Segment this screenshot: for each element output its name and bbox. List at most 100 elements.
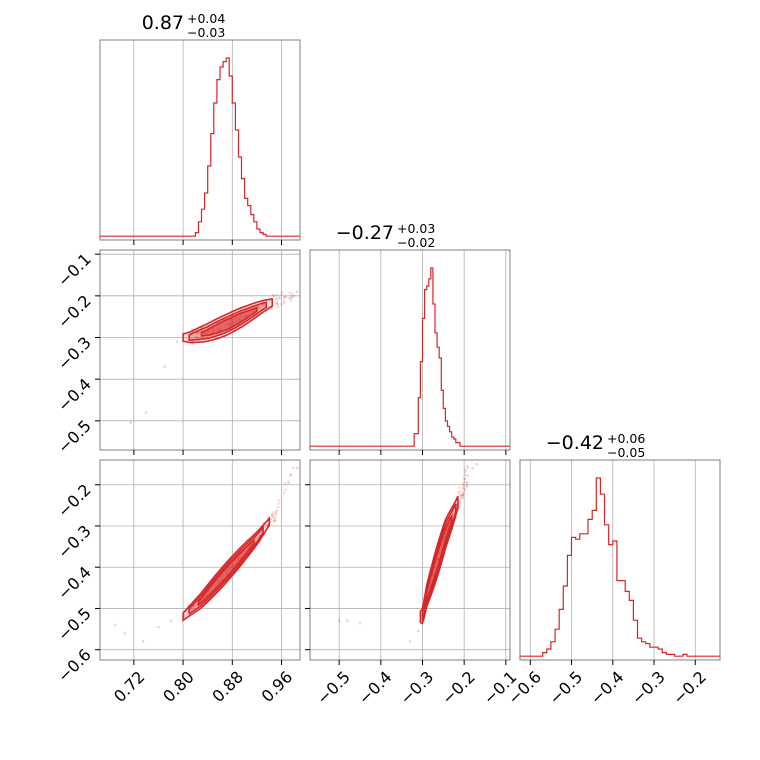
sample-point [270,513,274,517]
histogram-1: 0.87 +0.04−0.03 [99,11,301,245]
outlier-point [408,640,412,643]
sample-point [466,464,469,468]
axes-frame [309,459,511,661]
outlier-point [129,421,133,425]
y-tick-label: −0.3 [54,521,95,562]
sample-point [463,477,467,481]
sample-point [272,294,276,298]
histogram-2: −0.27 +0.03−0.02 [309,221,511,455]
x-tick-label: −0.3 [628,667,669,708]
param-title-median: −0.27 [336,222,394,244]
sample-point [275,513,278,516]
y-tick-label: −0.4 [54,563,95,604]
sample-point [275,297,278,300]
sample-point [271,293,275,297]
param-title-plus: +0.04 [187,11,225,26]
y-tick-label: −0.5 [54,604,95,645]
outlier-point [169,619,173,623]
sample-point [291,295,294,299]
outlier-point [358,621,362,625]
sample-point [458,493,461,497]
sample-point [257,305,261,309]
sample-point [271,513,274,516]
sample-point [284,488,287,492]
axes-frame [519,459,721,661]
histogram-3: −0.42 +0.06−0.05 [519,431,721,665]
param-title-plus: +0.03 [397,221,435,236]
sample-point [461,491,465,494]
axes-frame [99,249,301,451]
sample-point [464,468,467,471]
sample-point [275,509,279,512]
sample-point [272,516,276,519]
x-tick-label: −0.2 [669,667,710,708]
sample-point [279,293,283,296]
histogram-step-line [99,57,300,239]
sample-point [456,490,460,494]
sample-point [271,511,275,514]
param-title-median: 0.87 [142,12,184,34]
sample-point [266,305,270,308]
sample-point [270,307,274,310]
param-title-median: −0.42 [546,432,604,454]
sample-point [292,294,295,298]
x-tick-label: −0.4 [355,667,396,708]
sample-point [272,520,276,523]
contour-level-3 [423,513,453,610]
sample-point [282,299,286,303]
histogram-step-line [519,477,720,659]
sample-point [464,473,468,477]
outlier-point [295,466,299,470]
outlier-point [289,296,293,300]
outlier-point [114,623,117,627]
sample-point [276,303,280,306]
sample-point [277,296,281,300]
sample-point [260,304,264,307]
sample-point [276,505,280,509]
param-title-minus: −0.02 [397,235,435,250]
sample-point [274,516,277,519]
sample-point [289,299,293,302]
param-title-minus: −0.05 [607,445,645,460]
outlier-point [471,466,474,470]
y-tick-label: −0.4 [54,375,95,416]
y-tick-label: −0.3 [54,333,95,374]
sample-point [458,490,462,493]
scatter-panel-1: −0.1−0.2−0.3−0.4−0.5 [54,249,301,457]
sample-point [290,292,294,296]
sample-point [461,482,465,486]
sample-point [195,335,198,339]
outlier-point [295,290,299,294]
outlier-point [280,302,283,306]
sample-point [463,487,466,491]
outlier-point [346,619,349,623]
sample-point [291,466,295,469]
outlier-point [475,462,479,466]
y-tick-label: −0.2 [54,480,95,521]
sample-point [254,536,258,540]
y-tick-label: −0.1 [54,250,95,291]
y-tick-label: −0.6 [54,645,95,686]
sample-point [196,331,200,335]
axes-frame [309,249,511,451]
sample-point [275,301,279,305]
x-tick-label: 0.96 [258,667,297,706]
sample-point [465,485,469,488]
sample-point [275,510,278,514]
outlier-point [337,619,341,623]
outlier-point [144,411,148,414]
outlier-point [289,473,293,476]
sample-point [459,494,463,497]
sample-point [458,502,462,505]
sample-point [193,604,197,607]
sample-point [466,474,470,478]
param-title-plus: +0.06 [607,431,645,446]
sample-point [283,296,286,300]
contour-level-3 [200,306,258,337]
outlier-point [141,640,145,643]
x-tick-label: 0.72 [110,667,149,706]
x-tick-label: −0.5 [545,667,586,708]
sample-point [461,493,465,497]
sample-point [464,480,467,484]
